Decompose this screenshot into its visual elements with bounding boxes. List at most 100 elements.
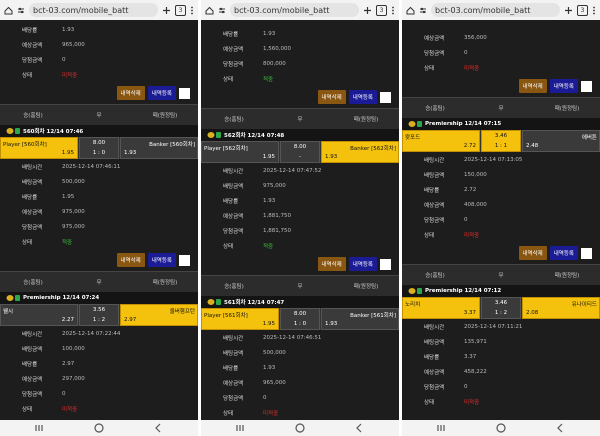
url-bar[interactable]: bct-03.com/mobile_batt	[230, 3, 359, 17]
home-icon[interactable]	[4, 6, 13, 15]
team-name: Player [561회차]	[204, 313, 248, 319]
row-value: 적중	[62, 239, 73, 246]
row-label: 배팅금액	[424, 172, 445, 179]
action-button[interactable]: 내역등록	[348, 90, 377, 104]
bet-option[interactable]: Banker [562회차] 1.93	[321, 141, 399, 163]
new-tab-icon[interactable]	[564, 6, 573, 15]
row-label: 상태	[424, 65, 435, 72]
site-settings-icon[interactable]	[17, 6, 25, 15]
action-button[interactable]: 내역삭제	[518, 246, 547, 260]
bet-option[interactable]: 울버햄프턴 2.97	[120, 304, 198, 326]
back-button[interactable]	[356, 423, 362, 433]
action-button[interactable]: 내역삭제	[518, 79, 547, 93]
action-button[interactable]: 내역등록	[549, 246, 578, 260]
detail-row: 당첨금액 0	[0, 386, 198, 401]
tab-count[interactable]: 3	[577, 4, 588, 16]
bet-option[interactable]: 왓포드 2.72	[402, 130, 480, 152]
detail-row: 상태 미적중	[201, 405, 399, 420]
detail-row: 예상금액 297,000	[0, 371, 198, 386]
menu-icon[interactable]	[190, 6, 194, 15]
action-button[interactable]: 내역등록	[147, 86, 176, 100]
row-value: 미적중	[464, 65, 480, 72]
detail-row: 배팅시간 2025-12-14 07:46:11	[0, 159, 198, 174]
site-settings-icon[interactable]	[218, 6, 226, 15]
button-row: 내역삭제 내역등록	[201, 86, 399, 108]
league-icon	[408, 121, 422, 127]
odds: 2.08	[526, 310, 539, 316]
bet-history: 배당률 1.93 예상금액 1,560,000 당첨금액 800,000 상태 적중 내역삭제 내…	[201, 20, 399, 420]
draw-odds: 3.46	[494, 133, 508, 139]
bet-option[interactable]: Player [561회차] 1.95	[201, 308, 279, 330]
checkbox[interactable]	[581, 247, 592, 259]
action-button[interactable]: 내역등록	[348, 257, 377, 271]
recent-apps[interactable]	[236, 425, 244, 431]
url-bar[interactable]: bct-03.com/mobile_batt	[29, 3, 158, 17]
bet-option[interactable]: 유나이티드 2.08	[522, 297, 600, 319]
bet-option[interactable]: Player [560회차] 1.95	[0, 137, 78, 159]
bet-option[interactable]: 8.00 1 : 0	[79, 137, 119, 159]
recent-apps[interactable]	[437, 425, 445, 431]
row-label: 상태	[22, 406, 33, 413]
row-label: 당첨금액	[424, 50, 445, 57]
bet-option[interactable]: 3.46 1 : 2	[481, 297, 521, 319]
checkbox[interactable]	[380, 91, 391, 103]
draw-odds: 8.00	[92, 140, 106, 146]
home-button[interactable]	[295, 423, 305, 433]
bet-option[interactable]: 3.46 1 : 1	[481, 130, 521, 152]
bet-option[interactable]: 8.00 1 : 0	[280, 308, 320, 330]
site-settings-icon[interactable]	[419, 6, 427, 15]
match-title: Premiership 12/14 07:15	[425, 121, 502, 127]
bet-option[interactable]: Banker [561회차] 1.93	[321, 308, 399, 330]
home-icon[interactable]	[406, 6, 415, 15]
league-icon	[6, 128, 20, 134]
tab-count[interactable]: 3	[376, 4, 387, 16]
new-tab-icon[interactable]	[162, 6, 171, 15]
checkbox[interactable]	[380, 258, 391, 270]
row-value: 미적중	[62, 406, 78, 413]
bet-option[interactable]: 노리치 3.37	[402, 297, 480, 319]
header-cell: 패(원정팀)	[353, 284, 379, 290]
draw-odds: 3.46	[494, 300, 508, 306]
url-bar[interactable]: bct-03.com/mobile_batt	[431, 3, 560, 17]
checkbox[interactable]	[581, 80, 592, 92]
row-value: 1.93	[263, 30, 276, 37]
odds: 1.95	[262, 154, 275, 160]
action-button[interactable]: 내역삭제	[116, 253, 145, 267]
match-header: Premiership 12/14 07:12	[402, 285, 600, 297]
back-button[interactable]	[155, 423, 161, 433]
row-value: 2.72	[464, 186, 477, 193]
recent-apps[interactable]	[35, 425, 43, 431]
new-tab-icon[interactable]	[363, 6, 372, 15]
home-button[interactable]	[496, 423, 506, 433]
league-icon	[207, 132, 221, 138]
row-value: 458,222	[464, 368, 487, 375]
home-button[interactable]	[94, 423, 104, 433]
tab-count[interactable]: 3	[175, 4, 186, 16]
bet-option[interactable]: 8.00 -	[280, 141, 320, 163]
detail-row: 예상금액 965,000	[201, 375, 399, 390]
checkbox[interactable]	[179, 254, 190, 266]
action-button[interactable]: 내역삭제	[317, 257, 346, 271]
bet-option[interactable]: 에버튼 2.48	[522, 130, 600, 152]
bet-option[interactable]: Banker [560회차] 1.93	[120, 137, 198, 159]
menu-icon[interactable]	[391, 6, 395, 15]
checkbox[interactable]	[179, 87, 190, 99]
detail-row: 상태 미적중	[402, 60, 600, 75]
bet-option[interactable]: Player [562회차] 1.95	[201, 141, 279, 163]
bet-row: Player [561회차] 1.95 8.00 1 : 0 Banker [561회차…	[201, 308, 399, 330]
score: 1 : 1	[494, 143, 508, 149]
action-button[interactable]: 내역등록	[147, 253, 176, 267]
row-value: 2025-12-14 07:13:05	[464, 156, 523, 163]
detail-row: 당첨금액 0	[201, 390, 399, 405]
action-button[interactable]: 내역등록	[549, 79, 578, 93]
action-button[interactable]: 내역삭제	[116, 86, 145, 100]
back-button[interactable]	[557, 423, 563, 433]
home-icon[interactable]	[205, 6, 214, 15]
bet-option[interactable]: 3.56 1 : 2	[79, 304, 119, 326]
bet-option[interactable]: 웰시 2.27	[0, 304, 78, 326]
action-button[interactable]: 내역삭제	[317, 90, 346, 104]
row-value: 1.93	[263, 197, 276, 204]
nav-bar	[0, 420, 198, 436]
row-value: 500,000	[62, 178, 85, 185]
menu-icon[interactable]	[592, 6, 596, 15]
